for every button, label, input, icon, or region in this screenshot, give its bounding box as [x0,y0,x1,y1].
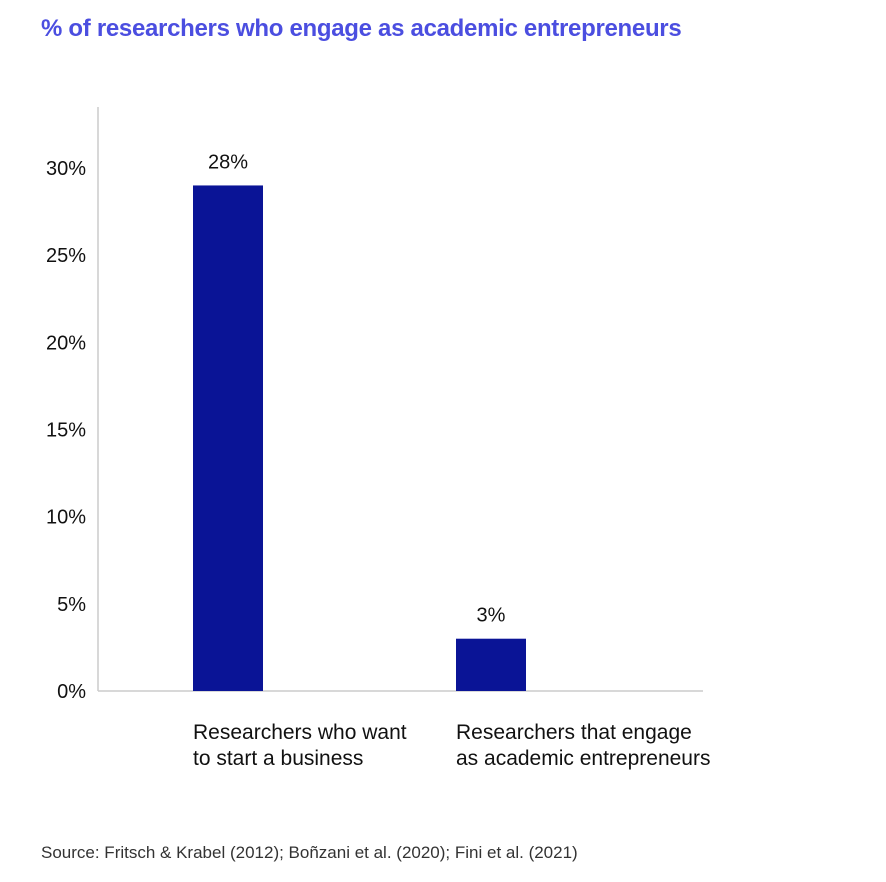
y-tick-label: 15% [46,420,86,442]
y-tick-label: 30% [46,158,86,180]
bar [456,638,526,691]
y-tick-label: 5% [57,594,86,616]
x-category-label: to start a business [193,747,363,770]
y-tick-label: 10% [46,507,86,529]
x-category-label: Researchers who want [193,721,407,744]
x-category-label: as academic entrepreneurs [456,747,710,770]
y-tick-label: 20% [46,332,86,354]
bars [193,185,526,691]
y-tick-label: 25% [46,245,86,267]
data-labels: 28% 3% [208,151,506,626]
y-tick-label: 0% [57,681,86,703]
bar-value-label: 28% [208,151,248,173]
bar [193,185,263,691]
source-note: Source: Fritsch & Krabel (2012); Boñzani… [41,843,578,862]
bar-value-label: 3% [477,605,506,627]
y-axis-ticks: 0% 5% 10% 15% 20% 25% 30% [46,158,86,703]
x-category-label: Researchers that engage [456,721,692,744]
category-labels: Researchers who want to start a business R… [193,721,710,770]
chart-title: % of researchers who engage as academic … [41,15,682,42]
